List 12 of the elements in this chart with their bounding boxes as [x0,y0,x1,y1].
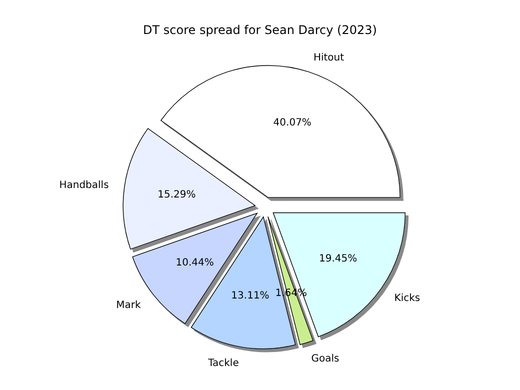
data-label: 40.07% [273,118,312,129]
data-label: 15.29% [158,190,196,201]
data-label: 10.44% [176,258,214,269]
chart-title: DT score spread for Sean Darcy (2023) [143,23,377,37]
slice-label: Handballs [59,180,109,191]
slice-label: Kicks [394,293,420,304]
slice-label: Mark [116,300,141,311]
slice-label: Goals [311,353,340,364]
data-label: 13.11% [231,290,270,302]
data-label: 19.45% [318,254,358,265]
slice-label: Hitout [313,52,344,64]
slice-label: Tackle [207,358,239,370]
